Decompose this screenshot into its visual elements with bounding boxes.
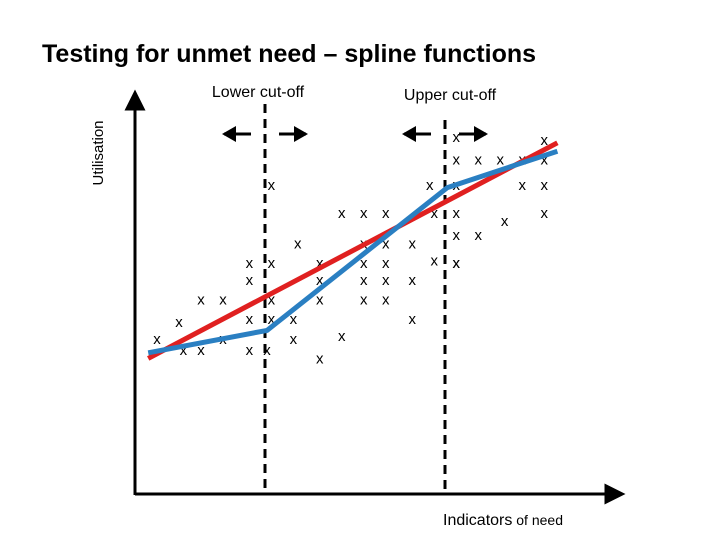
data-point: x [452, 255, 460, 272]
data-point: x [360, 205, 368, 222]
data-point: x [338, 205, 346, 222]
upper-cutoff-label: Upper cut-off [404, 87, 497, 104]
data-point: x [382, 205, 390, 222]
data-point: x [294, 236, 302, 253]
slide-title: Testing for unmet need – spline function… [42, 40, 537, 68]
data-point: x [382, 272, 390, 289]
data-point: x [382, 255, 390, 272]
data-point: x [474, 152, 482, 169]
data-point: x [452, 152, 460, 169]
data-point: x [540, 177, 548, 194]
data-point: x [263, 342, 271, 359]
data-point: x [180, 342, 188, 359]
data-point: x [197, 292, 205, 309]
data-point: x [338, 328, 346, 345]
data-point: x [518, 177, 526, 194]
data-point: x [474, 227, 482, 244]
data-point: x [246, 255, 254, 272]
x-axis-label: Indicators of need [443, 512, 563, 529]
data-point: x [290, 331, 298, 348]
data-point: x [246, 311, 254, 328]
data-point: x [452, 129, 460, 146]
data-point: x [316, 350, 324, 367]
fit-lines [147, 140, 559, 361]
data-point: x [219, 292, 227, 309]
upper-cutoff-move-arrows [402, 126, 488, 142]
data-point: x [408, 272, 416, 289]
data-point: x [268, 255, 276, 272]
lower-cutoff-move-arrows [222, 126, 308, 142]
data-point: x [496, 152, 504, 169]
data-point: x [268, 311, 276, 328]
data-point: x [246, 272, 254, 289]
lower-cutoff-label: Lower cut-off [212, 84, 305, 101]
data-point: x [316, 255, 324, 272]
data-point: x [360, 255, 368, 272]
data-point: x [430, 252, 438, 269]
data-point: x [452, 227, 460, 244]
y-axis-label: Utilisation [90, 120, 107, 185]
data-point: x [540, 152, 548, 169]
data-point: x [290, 311, 298, 328]
data-point: x [408, 236, 416, 253]
data-point: x [316, 272, 324, 289]
data-point: x [452, 255, 460, 272]
data-point: x [426, 177, 434, 194]
straight-fit-line [147, 140, 559, 361]
data-point: x [268, 292, 276, 309]
data-point: x [408, 311, 416, 328]
data-point: x [540, 132, 548, 149]
data-point: x [197, 342, 205, 359]
data-point: x [246, 342, 254, 359]
data-point: x [382, 292, 390, 309]
data-point: x [175, 314, 183, 331]
data-point: x [452, 205, 460, 222]
data-point: x [430, 205, 438, 222]
data-point: x [360, 292, 368, 309]
x-axis-label-suffix: of need [512, 512, 563, 528]
data-point: x [382, 236, 390, 253]
x-axis-label-main: Indicators [443, 512, 512, 529]
data-point: x [501, 213, 509, 230]
data-point: x [360, 272, 368, 289]
data-point: x [268, 177, 276, 194]
data-point: x [153, 331, 161, 348]
spline-fit-line [147, 148, 559, 356]
data-point: x [316, 292, 324, 309]
data-point: x [540, 205, 548, 222]
